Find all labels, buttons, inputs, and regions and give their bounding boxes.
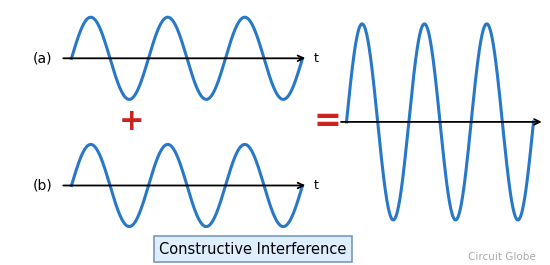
Text: =: = xyxy=(314,105,341,138)
Text: t: t xyxy=(314,52,319,65)
Text: +: + xyxy=(119,107,145,136)
Text: Circuit Globe: Circuit Globe xyxy=(469,252,536,262)
Text: (a): (a) xyxy=(33,51,52,65)
Text: t: t xyxy=(314,179,319,192)
Text: (b): (b) xyxy=(32,179,52,192)
Text: Constructive Interference: Constructive Interference xyxy=(160,242,346,257)
